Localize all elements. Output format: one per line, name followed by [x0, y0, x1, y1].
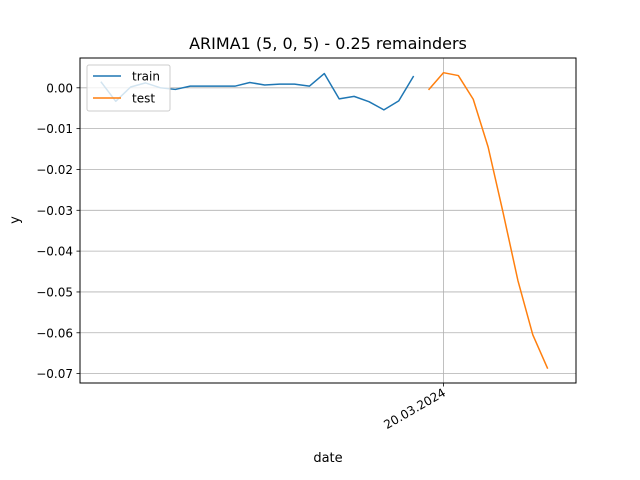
series-lines — [100, 71, 549, 370]
chart-title: ARIMA1 (5, 0, 5) - 0.25 remainders — [189, 34, 467, 53]
plot-frame — [79, 57, 577, 384]
y-tick-label: −0.04 — [36, 245, 73, 259]
y-tick-label: −0.03 — [36, 204, 73, 218]
series-line-test — [427, 71, 549, 370]
legend-label-test: test — [132, 92, 155, 106]
y-tick-label: −0.05 — [36, 285, 73, 299]
y-tick-label: 0.00 — [46, 81, 73, 95]
y-axis-label: y — [8, 216, 23, 224]
legend-label-train: train — [132, 70, 160, 84]
x-tick-label: 20.03.2024 — [381, 385, 448, 431]
x-axis-label: date — [313, 451, 342, 466]
y-tick-label: −0.06 — [36, 326, 73, 340]
y-tick-label: −0.01 — [36, 122, 73, 136]
y-axis: 0.00 −0.01 −0.02 −0.03 −0.04 −0.05 −0.06 −0.07 — [36, 81, 80, 381]
y-tick-label: −0.07 — [36, 367, 73, 381]
y-tick-label: −0.02 — [36, 163, 73, 177]
grid — [80, 58, 576, 383]
legend: train test — [86, 64, 171, 112]
x-axis: 20.03.2024 — [381, 383, 448, 432]
